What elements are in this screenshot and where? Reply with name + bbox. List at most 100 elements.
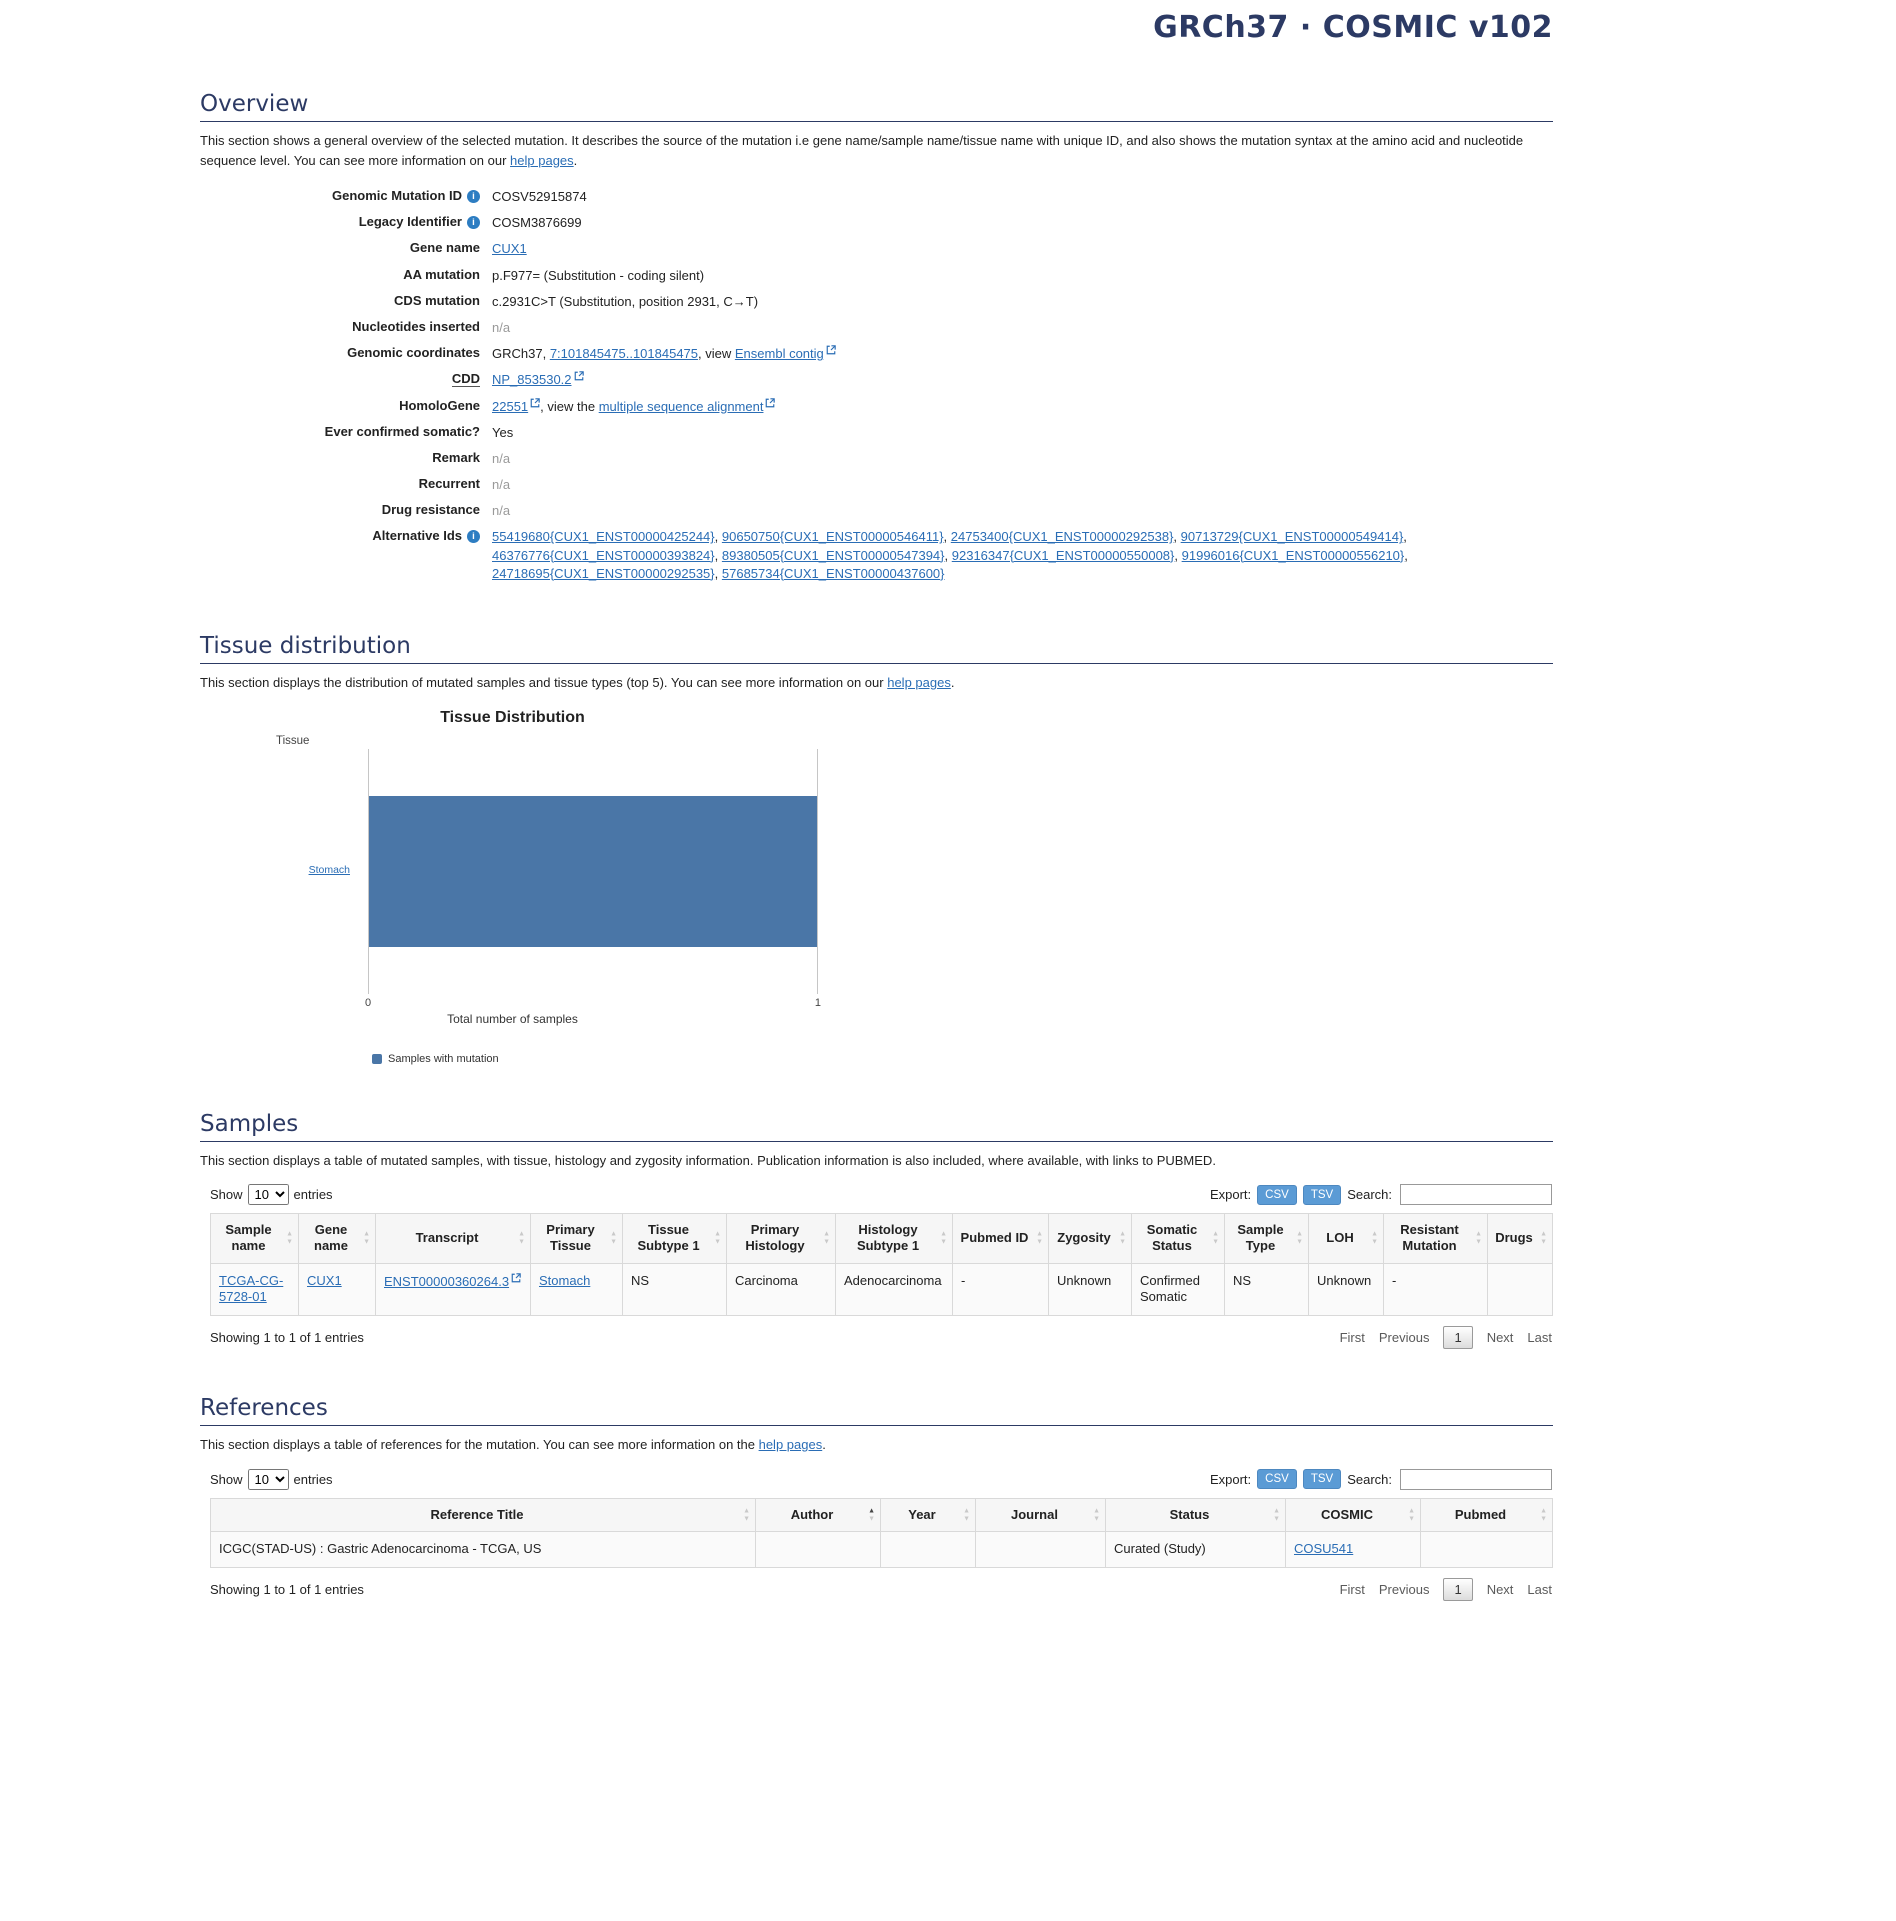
- column-header[interactable]: LOH ▲ ▼: [1308, 1213, 1384, 1264]
- alternative-id-link[interactable]: 55419680{CUX1_ENST00000425244}: [492, 529, 715, 545]
- sort-asc-icon: ▲: [1212, 1230, 1219, 1238]
- last-page-button[interactable]: Last: [1527, 1581, 1552, 1597]
- overview-heading: Overview: [200, 91, 1553, 122]
- sort-desc-icon: ▼: [1273, 1515, 1280, 1523]
- previous-page-button[interactable]: Previous: [1378, 1330, 1430, 1346]
- field-nucleotides-inserted: Nucleotides inserted n/a: [200, 315, 1553, 341]
- next-page-button[interactable]: Next: [1486, 1581, 1514, 1597]
- chart-bar-stomach[interactable]: [369, 795, 817, 947]
- sort-desc-icon: ▼: [286, 1238, 293, 1246]
- chart-category-stomach-link[interactable]: Stomach: [308, 863, 350, 876]
- samples-table-row: TCGA-CG-5728-01 CUX1 ENST00000360264.3 S…: [210, 1262, 1553, 1317]
- help-pages-link[interactable]: help pages: [510, 152, 574, 168]
- column-header[interactable]: Drugs ▲ ▼: [1487, 1213, 1553, 1264]
- ensembl-contig-link[interactable]: Ensembl contig: [734, 346, 824, 362]
- sort-desc-icon: ▼: [1296, 1238, 1303, 1246]
- column-header[interactable]: Sample name ▲ ▼: [210, 1213, 299, 1264]
- column-header[interactable]: Gene name ▲ ▼: [298, 1213, 376, 1264]
- tissue-distribution-section: Tissue distribution This section display…: [200, 633, 1553, 1065]
- last-page-button[interactable]: Last: [1527, 1330, 1552, 1346]
- export-tsv-button[interactable]: TSV: [1302, 1184, 1342, 1205]
- info-icon[interactable]: i: [467, 216, 480, 230]
- alternative-id-link[interactable]: 24753400{CUX1_ENST00000292538}: [950, 529, 1174, 545]
- entries-select[interactable]: 10: [247, 1468, 289, 1490]
- column-header[interactable]: Journal ▲ ▼: [975, 1497, 1106, 1533]
- alternative-id-link[interactable]: 90713729{CUX1_ENST00000549414}: [1180, 529, 1404, 545]
- transcript-link[interactable]: ENST00000360264.3: [384, 1273, 510, 1289]
- column-header[interactable]: Pubmed ▲ ▼: [1420, 1497, 1553, 1533]
- primary-tissue-link[interactable]: Stomach: [539, 1272, 591, 1288]
- column-header[interactable]: Primary Histology ▲ ▼: [726, 1213, 836, 1264]
- search-input[interactable]: [1400, 1468, 1552, 1490]
- sort-asc-icon: ▲: [1540, 1507, 1547, 1515]
- alternative-id-link[interactable]: 46376776{CUX1_ENST00000393824}: [492, 547, 715, 563]
- cdd-link[interactable]: NP_853530.2: [492, 372, 572, 388]
- alternative-id-link[interactable]: 57685734{CUX1_ENST00000437600}: [721, 565, 945, 581]
- help-pages-link[interactable]: help pages: [758, 1437, 823, 1453]
- multiple-sequence-alignment-link[interactable]: multiple sequence alignment: [598, 398, 764, 414]
- search-label: Search:: [1347, 1471, 1392, 1487]
- cell-histology-subtype-1: Adenocarcinoma: [835, 1262, 953, 1317]
- cell-pubmed-id: -: [952, 1262, 1049, 1317]
- info-icon[interactable]: i: [467, 530, 480, 544]
- samples-description: This section displays a table of mutated…: [200, 1152, 1216, 1168]
- entries-select[interactable]: 10: [247, 1184, 289, 1205]
- alternative-id-link[interactable]: 89380505{CUX1_ENST00000547394}: [721, 547, 945, 563]
- external-link-icon: [574, 371, 584, 381]
- current-page-button[interactable]: 1: [1443, 1326, 1473, 1350]
- cell-journal: [975, 1531, 1106, 1568]
- first-page-button[interactable]: First: [1339, 1581, 1365, 1597]
- cell-primary-tissue: Stomach: [530, 1262, 623, 1317]
- previous-page-button[interactable]: Previous: [1378, 1581, 1430, 1597]
- gene-name-link[interactable]: CUX1: [492, 241, 527, 257]
- sort-asc-icon: ▲: [823, 1230, 830, 1238]
- alternative-id-link[interactable]: 90650750{CUX1_ENST00000546411}: [721, 529, 944, 545]
- samples-table-header-row: Sample name ▲ ▼ Gene name ▲ ▼ Transcript ▲ ▼ Prim…: [210, 1213, 1553, 1264]
- next-page-button[interactable]: Next: [1486, 1330, 1514, 1346]
- column-header[interactable]: Year ▲ ▼: [880, 1497, 976, 1533]
- column-header[interactable]: Tissue Subtype 1 ▲ ▼: [622, 1213, 727, 1264]
- alternative-id-link[interactable]: 92316347{CUX1_ENST00000550008}: [951, 547, 1175, 563]
- sort-icons: ▲ ▼: [363, 1231, 370, 1246]
- sort-icons: ▲ ▼: [610, 1231, 617, 1246]
- export-csv-button[interactable]: CSV: [1257, 1469, 1297, 1490]
- help-pages-link[interactable]: help pages: [887, 675, 951, 690]
- references-table-widget: Show 10 entries Export: CSV TSV Search:: [210, 1468, 1553, 1601]
- column-header[interactable]: Histology Subtype 1 ▲ ▼: [835, 1213, 953, 1264]
- sort-icons: ▲ ▼: [743, 1507, 750, 1522]
- column-header[interactable]: Reference Title ▲ ▼: [210, 1497, 756, 1533]
- genomic-coordinates-link[interactable]: 7:101845475..101845475: [549, 346, 699, 362]
- homologene-link[interactable]: 22551: [492, 398, 529, 414]
- export-tsv-button[interactable]: TSV: [1302, 1469, 1342, 1490]
- chart-legend-item[interactable]: Samples with mutation: [372, 1053, 825, 1065]
- first-page-button[interactable]: First: [1339, 1330, 1365, 1346]
- info-icon[interactable]: i: [467, 190, 480, 203]
- search-input[interactable]: [1400, 1184, 1552, 1205]
- samples-heading: Samples: [200, 1111, 1553, 1142]
- alternative-id-link[interactable]: 24718695{CUX1_ENST00000292535}: [492, 565, 715, 581]
- field-ever-confirmed-somatic: Ever confirmed somatic? Yes: [200, 420, 1553, 446]
- column-header[interactable]: Status ▲ ▼: [1105, 1497, 1286, 1533]
- sort-desc-icon: ▼: [1408, 1515, 1415, 1523]
- alternative-id-link[interactable]: 91996016{CUX1_ENST00000556210}: [1181, 547, 1405, 563]
- samples-table: Sample name ▲ ▼ Gene name ▲ ▼ Transcript ▲ ▼ Prim…: [210, 1213, 1553, 1317]
- column-header[interactable]: Somatic Status ▲ ▼: [1131, 1213, 1225, 1264]
- cell-status: Curated (Study): [1105, 1531, 1286, 1568]
- cosmic-study-link[interactable]: COSU541: [1294, 1541, 1354, 1557]
- column-header[interactable]: Primary Tissue ▲ ▼: [530, 1213, 623, 1264]
- remark-value: n/a: [492, 450, 511, 466]
- column-header[interactable]: Author ▲ ▼: [755, 1497, 881, 1533]
- current-page-button[interactable]: 1: [1443, 1577, 1473, 1601]
- column-header[interactable]: Pubmed ID ▲ ▼: [952, 1213, 1049, 1264]
- column-header[interactable]: Sample Type ▲ ▼: [1224, 1213, 1309, 1264]
- gene-link[interactable]: CUX1: [307, 1272, 342, 1288]
- sample-link[interactable]: TCGA-CG-5728-01: [219, 1272, 284, 1305]
- column-header[interactable]: COSMIC ▲ ▼: [1285, 1497, 1421, 1533]
- export-csv-button[interactable]: CSV: [1257, 1184, 1297, 1205]
- column-header[interactable]: Resistant Mutation ▲ ▼: [1383, 1213, 1488, 1264]
- legacy-identifier-value: COSM3876699: [492, 215, 582, 231]
- column-header[interactable]: Transcript ▲ ▼: [375, 1213, 531, 1264]
- cell-author: [755, 1531, 881, 1568]
- sort-asc-icon: ▲: [1296, 1230, 1303, 1238]
- column-header[interactable]: Zygosity ▲ ▼: [1048, 1213, 1132, 1264]
